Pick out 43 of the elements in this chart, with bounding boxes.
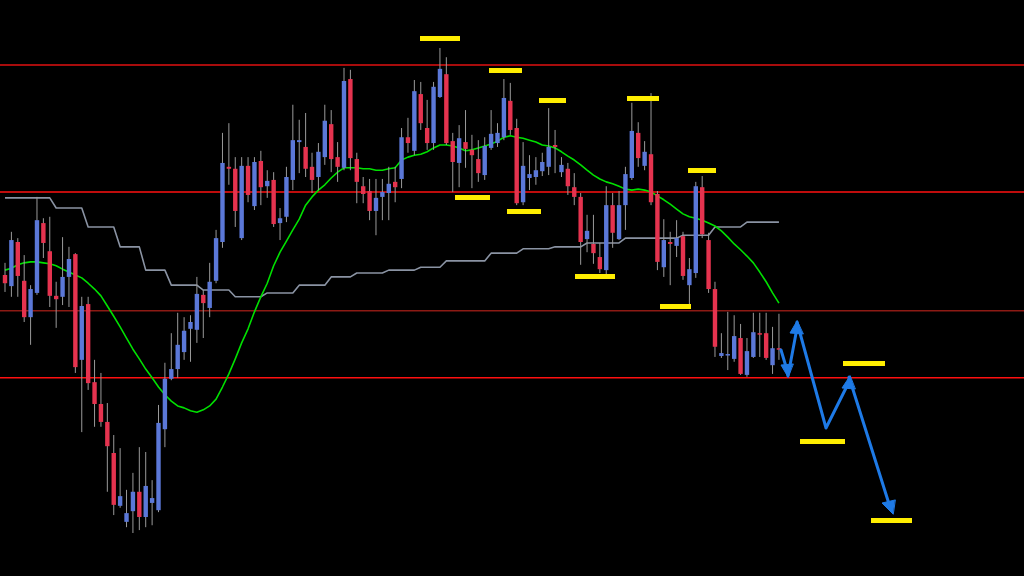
candlestick xyxy=(424,99,430,151)
candlestick xyxy=(770,326,775,375)
candlestick xyxy=(188,314,193,363)
candlestick xyxy=(527,154,532,191)
candlestick xyxy=(309,152,315,194)
candlestick xyxy=(731,314,737,363)
candlestick xyxy=(572,172,577,206)
candlestick xyxy=(495,122,500,148)
candlestick xyxy=(757,312,762,358)
candlestick xyxy=(725,311,730,371)
candlestick xyxy=(450,132,455,193)
candlestick xyxy=(488,109,494,151)
candlestick xyxy=(591,214,596,265)
candlestick xyxy=(373,178,379,236)
candlestick xyxy=(476,139,481,183)
candlestick xyxy=(597,242,603,274)
candlestick xyxy=(169,332,174,381)
candlestick xyxy=(66,246,72,308)
candlestick xyxy=(60,236,65,306)
candlestick xyxy=(405,117,411,154)
candlestick xyxy=(559,156,564,178)
candlestick xyxy=(546,107,551,176)
candlestick xyxy=(380,178,385,221)
candlestick xyxy=(117,447,123,509)
candlestick xyxy=(719,332,724,359)
candlestick xyxy=(124,489,129,528)
candlestick xyxy=(360,176,366,204)
candlestick xyxy=(303,112,308,178)
candlestick xyxy=(642,140,647,171)
candlestick xyxy=(149,479,155,526)
candlestick xyxy=(463,109,468,169)
candlestick xyxy=(776,313,782,361)
candlestick xyxy=(533,156,539,186)
candlestick xyxy=(92,359,97,428)
candlestick xyxy=(367,178,372,221)
candlestick xyxy=(41,217,46,259)
candlestick xyxy=(354,152,359,204)
candlestick xyxy=(674,219,679,258)
candlestick xyxy=(98,372,104,428)
candlestick xyxy=(744,337,750,378)
candlestick xyxy=(277,207,283,241)
candlestick xyxy=(687,257,692,306)
candlestick xyxy=(335,141,340,183)
